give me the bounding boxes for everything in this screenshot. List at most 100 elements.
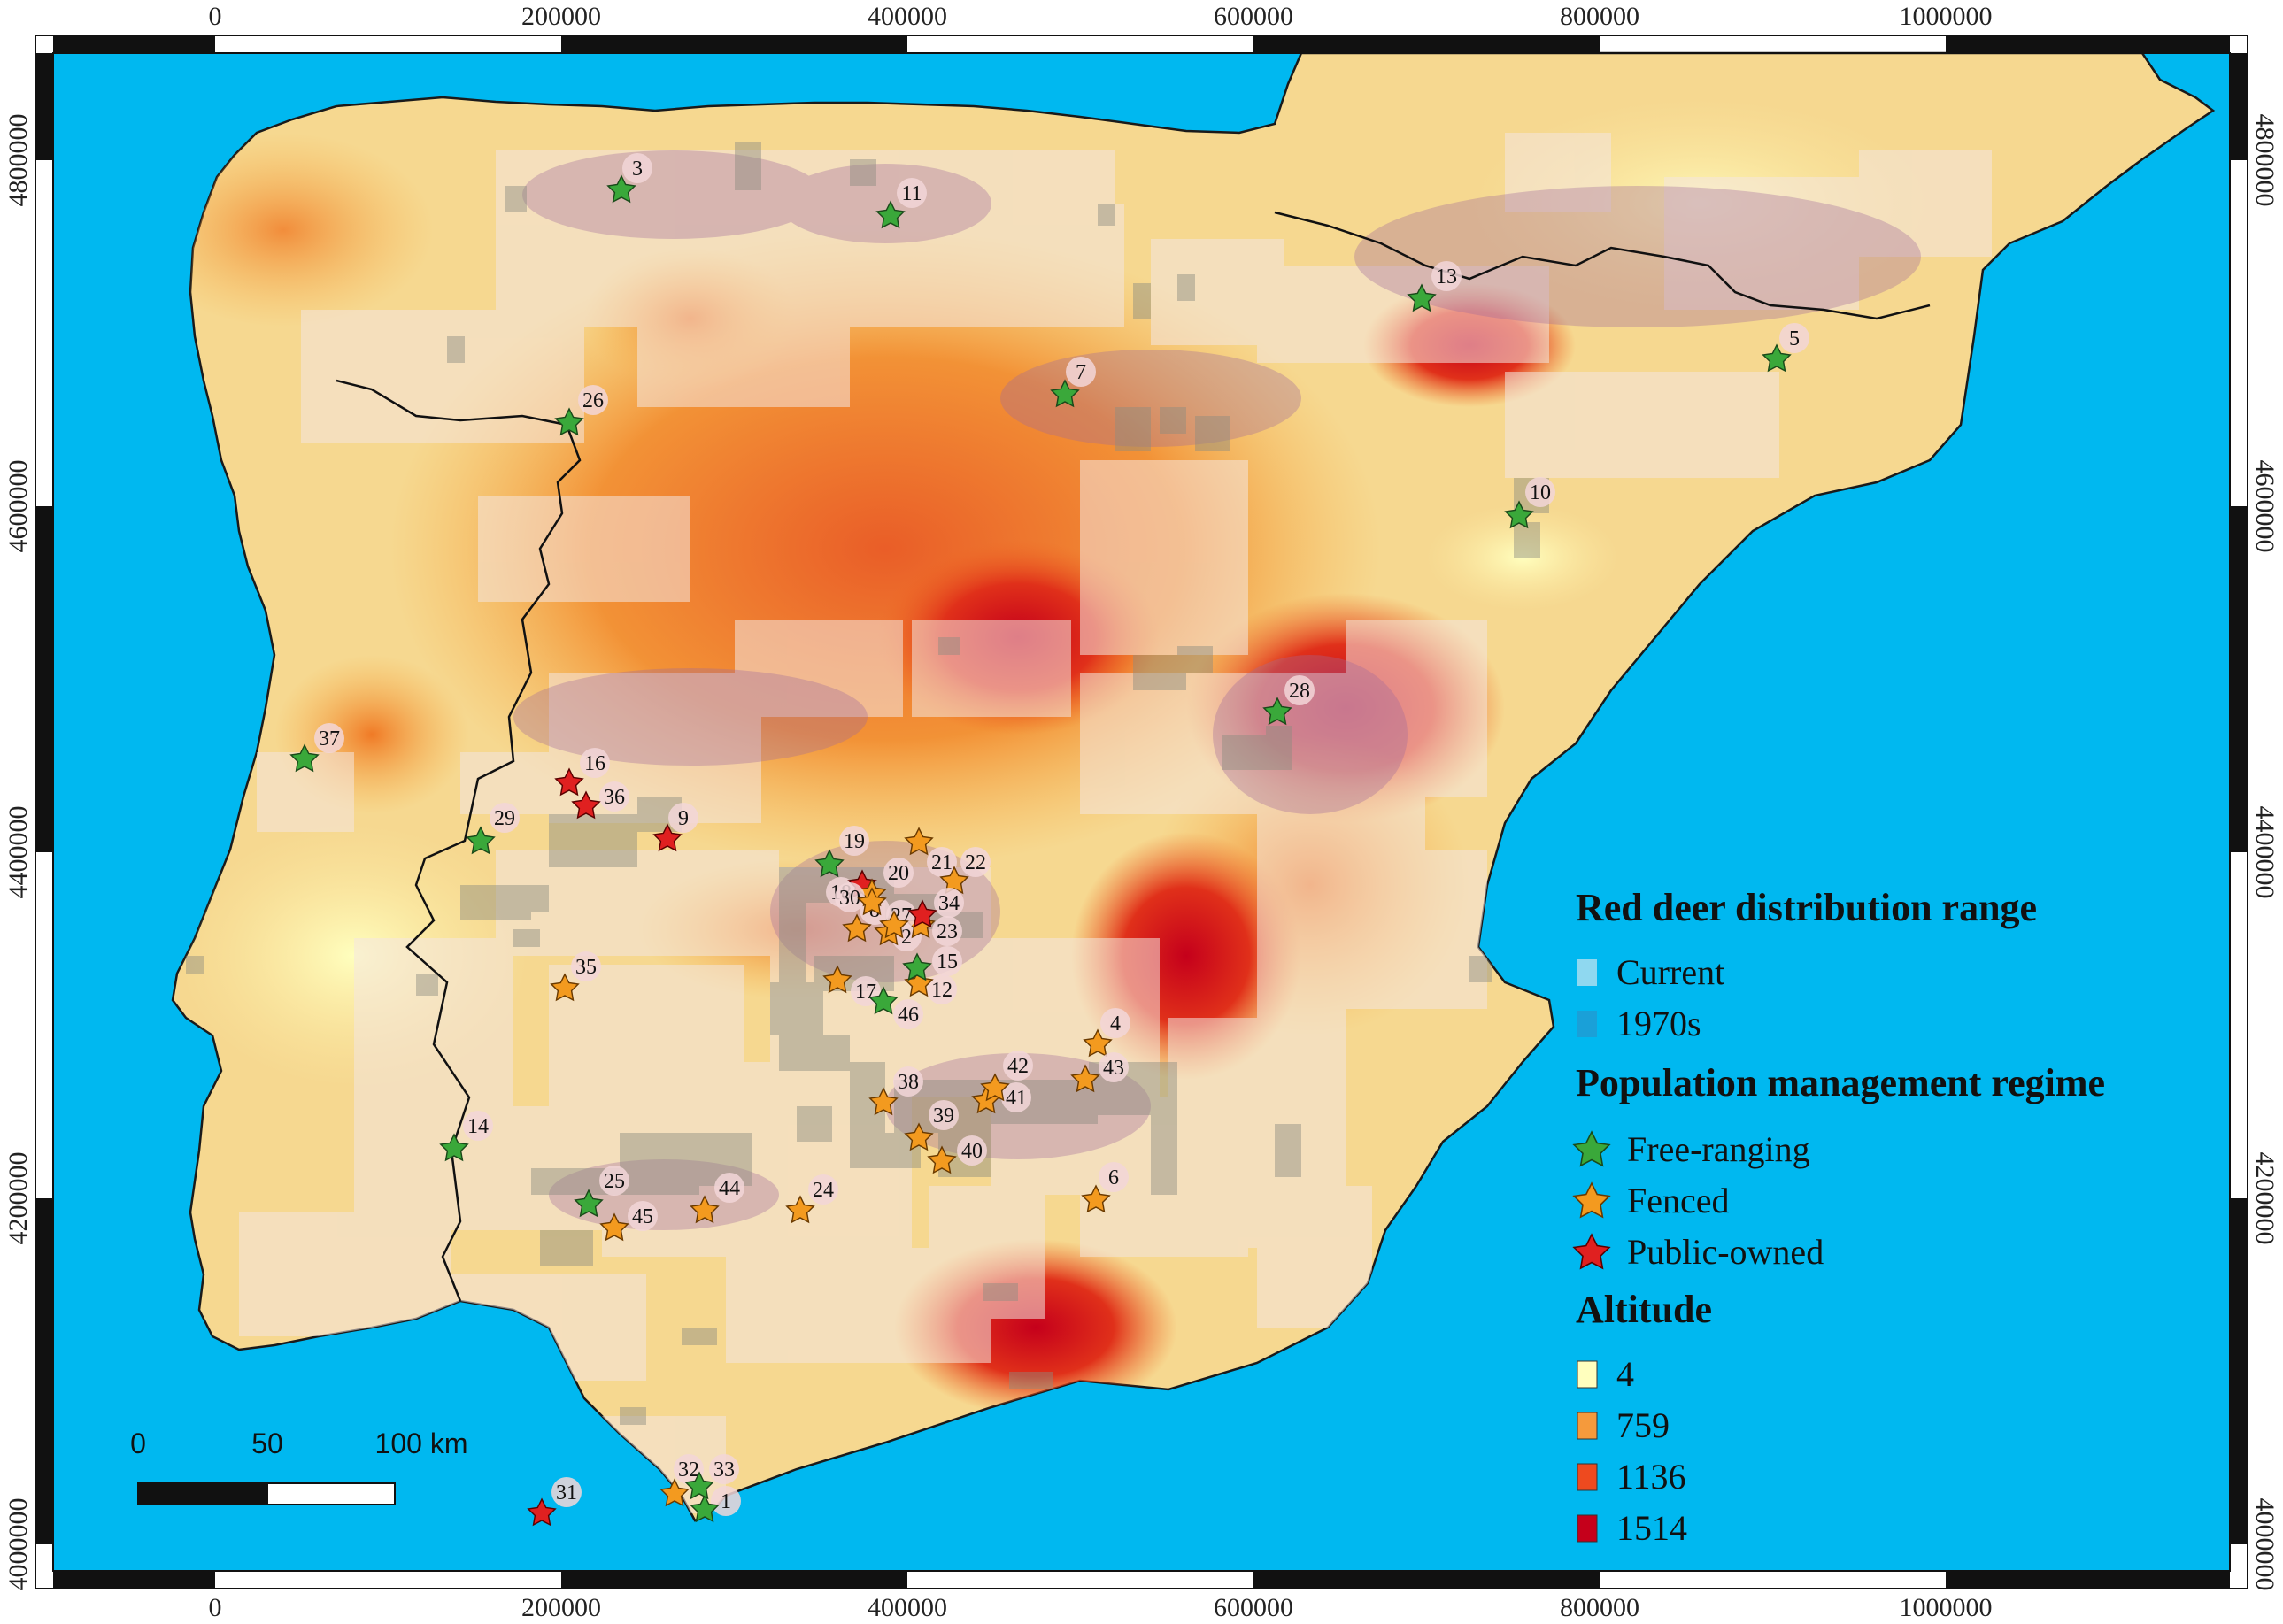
scale-label-0: 0: [130, 1428, 146, 1459]
old-range-cell: [540, 1230, 593, 1266]
site-number: 1: [721, 1490, 731, 1513]
frame-bar-top: [53, 35, 215, 53]
frame-bar-right: [2230, 53, 2248, 160]
frame-bar-top: [561, 35, 907, 53]
site-label-badge: [1099, 1162, 1129, 1192]
old-range-cell: [1222, 735, 1275, 770]
site-label-badge: [835, 882, 865, 912]
site-42: 42: [981, 1051, 1033, 1101]
x-tick-label: 400000: [868, 2, 947, 31]
old-range-cell: [1098, 204, 1115, 226]
site-46: 46: [869, 987, 923, 1029]
site-label-badge: [463, 1111, 493, 1141]
site-number: 2: [901, 926, 912, 949]
legend-label-alt-759: 759: [1616, 1405, 1670, 1445]
range-cell: [735, 620, 903, 717]
site-33: 33: [685, 1454, 739, 1499]
y-tick-label: 4000000: [2250, 1498, 2279, 1591]
legend-altitude-title: Altitude: [1576, 1288, 1712, 1331]
site-number: 36: [604, 786, 625, 809]
old-range-cell: [549, 814, 637, 867]
site-number: 19: [844, 830, 865, 853]
map-frame: [35, 35, 2248, 1589]
site-number: 7: [1076, 361, 1086, 384]
site-label-badge: [551, 1477, 582, 1507]
site-label-badge: [628, 1201, 658, 1231]
site-label-badge: [1066, 357, 1096, 387]
old-range-cell: [779, 903, 806, 1009]
site-number: 3: [632, 158, 643, 181]
site-label-badge: [808, 1174, 838, 1205]
site-label-badge: [1284, 675, 1315, 705]
site-number: 10: [1530, 481, 1551, 504]
range-cell: [1080, 460, 1248, 655]
frame-bar-bottom: [1946, 1571, 2230, 1589]
old-range-cell: [682, 1328, 717, 1345]
frame-bar-left: [35, 53, 53, 160]
site-40: 40: [928, 1135, 987, 1174]
site-number: 26: [582, 389, 604, 412]
legend-range-title: Red deer distribution range: [1576, 886, 2037, 929]
mountain-zones: [513, 150, 1921, 1230]
old-range-cell: [735, 142, 761, 190]
site-label-badge: [668, 803, 698, 833]
site-14: 14: [440, 1111, 493, 1161]
frame-bar-bottom: [1253, 1571, 1600, 1589]
site-label-badge: [490, 803, 520, 833]
legend-swatch-alt-4: [1577, 1360, 1598, 1389]
y-axis-right: 4000000 4200000 4400000 4600000 4800000: [2250, 114, 2279, 1591]
site-number: 6: [1108, 1166, 1119, 1189]
site-15: 15: [903, 946, 962, 981]
site-number: 15: [937, 951, 958, 974]
legend-label-free-ranging: Free-ranging: [1627, 1129, 1810, 1169]
x-tick-label: 800000: [1560, 1593, 1639, 1622]
frame-bar-left: [35, 1198, 53, 1544]
site-label-badge: [1099, 1052, 1129, 1082]
site-number: 21: [931, 851, 953, 874]
old-range-cell: [850, 159, 876, 186]
scale-bar: 0 50 100 km: [130, 1428, 467, 1505]
range-cell: [1257, 850, 1346, 1027]
old-range-cell: [513, 885, 549, 912]
site-label-badge: [960, 847, 991, 877]
legend: Red deer distribution range Current 1970…: [1573, 886, 2105, 1548]
portugal-border: [336, 379, 582, 1302]
site-number: 25: [604, 1170, 625, 1193]
frame-bar-top: [1253, 35, 1600, 53]
x-tick-label: 1000000: [1900, 2, 1993, 31]
site-number: 38: [898, 1071, 919, 1094]
site-24: 24: [786, 1174, 838, 1223]
site-label-badge: [893, 999, 923, 1029]
scale-segment-white: [266, 1482, 396, 1505]
site-number: 22: [965, 851, 986, 874]
frame-bar-left: [35, 506, 53, 852]
site-31: 31: [528, 1477, 582, 1526]
old-range-cell: [1195, 416, 1230, 451]
old-range-cell: [1275, 1124, 1301, 1177]
range-cell: [301, 310, 584, 443]
site-number: 33: [713, 1459, 735, 1482]
site-27: 27: [880, 900, 916, 938]
site-36: 36: [572, 781, 629, 819]
y-tick-label: 4800000: [4, 114, 33, 207]
site-13: 13: [1408, 261, 1462, 312]
old-range-cell: [779, 1035, 850, 1071]
site-21: 21: [905, 827, 957, 877]
site-20: 20: [858, 858, 914, 906]
y-axis-left: 4000000 4200000 4400000 4600000 4800000: [4, 114, 33, 1591]
site-label-badge: [1779, 323, 1809, 353]
site-number: 46: [898, 1004, 919, 1027]
site-label-badge: [709, 1454, 739, 1484]
old-range-cell: [620, 1407, 646, 1425]
old-range-cell: [655, 1168, 699, 1195]
site-label-badge: [883, 858, 914, 888]
legend-label-alt-4: 4: [1616, 1354, 1634, 1394]
x-tick-label: 0: [209, 2, 222, 31]
site-number: 9: [678, 807, 689, 830]
site-number: 45: [632, 1205, 653, 1228]
y-tick-label: 4800000: [2250, 114, 2279, 207]
site-12: 12: [905, 969, 957, 1004]
site-29: 29: [467, 803, 520, 854]
legend-label-public-owned: Public-owned: [1627, 1232, 1824, 1272]
